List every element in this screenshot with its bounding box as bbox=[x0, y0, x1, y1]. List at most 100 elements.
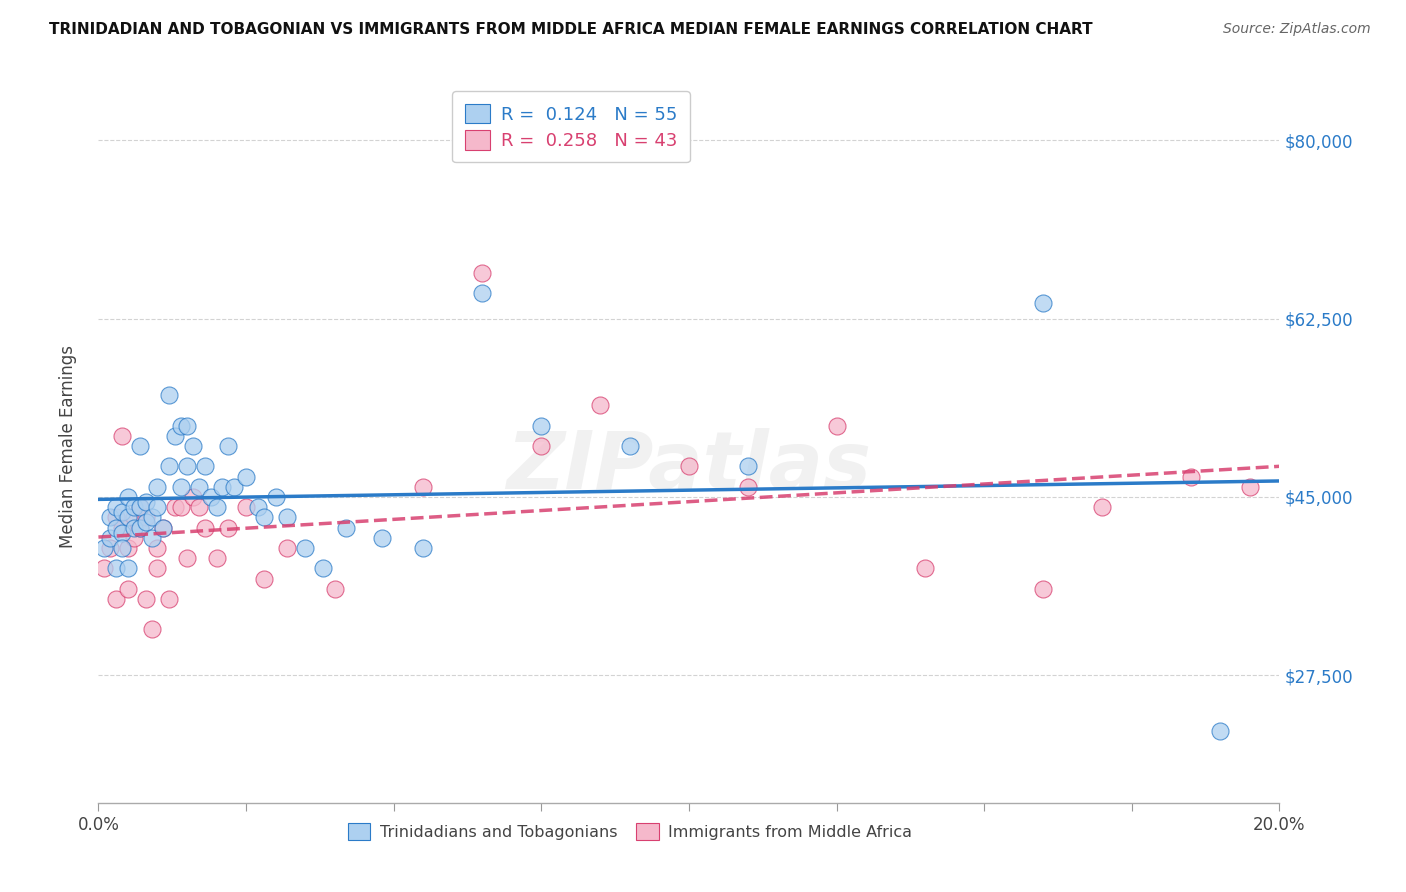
Point bbox=[165, 429, 187, 443]
Point bbox=[98, 541, 121, 555]
Point bbox=[111, 525, 134, 540]
Point bbox=[246, 500, 269, 515]
Point bbox=[276, 541, 298, 555]
Point bbox=[471, 286, 494, 301]
Point bbox=[264, 490, 287, 504]
Point bbox=[194, 459, 217, 474]
Point bbox=[122, 520, 145, 534]
Point bbox=[105, 520, 128, 534]
Point bbox=[371, 531, 394, 545]
Point bbox=[176, 418, 198, 433]
Point bbox=[412, 480, 434, 494]
Text: TRINIDADIAN AND TOBAGONIAN VS IMMIGRANTS FROM MIDDLE AFRICA MEDIAN FEMALE EARNIN: TRINIDADIAN AND TOBAGONIAN VS IMMIGRANTS… bbox=[49, 22, 1092, 37]
Point bbox=[678, 459, 700, 474]
Point bbox=[135, 516, 157, 530]
Point bbox=[181, 490, 204, 504]
Point bbox=[176, 551, 198, 566]
Text: Source: ZipAtlas.com: Source: ZipAtlas.com bbox=[1223, 22, 1371, 37]
Point bbox=[141, 510, 163, 524]
Point bbox=[1180, 469, 1202, 483]
Point bbox=[146, 480, 169, 494]
Point bbox=[589, 398, 612, 412]
Point bbox=[105, 500, 128, 515]
Point bbox=[93, 561, 115, 575]
Point bbox=[157, 459, 180, 474]
Point bbox=[128, 439, 150, 453]
Point bbox=[737, 459, 759, 474]
Point bbox=[157, 388, 180, 402]
Point bbox=[105, 510, 128, 524]
Point bbox=[170, 418, 193, 433]
Point bbox=[117, 541, 139, 555]
Point bbox=[111, 541, 134, 555]
Point bbox=[825, 418, 848, 433]
Point bbox=[135, 591, 157, 606]
Text: ZIPatlas: ZIPatlas bbox=[506, 428, 872, 507]
Point bbox=[98, 510, 121, 524]
Point bbox=[1209, 724, 1232, 739]
Point bbox=[224, 480, 246, 494]
Point bbox=[1032, 582, 1054, 596]
Point bbox=[1091, 500, 1114, 515]
Point bbox=[117, 582, 139, 596]
Point bbox=[200, 490, 222, 504]
Point bbox=[211, 480, 233, 494]
Point bbox=[181, 439, 204, 453]
Point bbox=[294, 541, 316, 555]
Point bbox=[187, 500, 209, 515]
Point bbox=[170, 480, 193, 494]
Point bbox=[194, 520, 217, 534]
Point bbox=[146, 541, 169, 555]
Point bbox=[111, 429, 134, 443]
Point bbox=[122, 510, 145, 524]
Point bbox=[276, 510, 298, 524]
Point bbox=[128, 500, 150, 515]
Point bbox=[157, 591, 180, 606]
Legend: Trinidadians and Tobagonians, Immigrants from Middle Africa: Trinidadians and Tobagonians, Immigrants… bbox=[340, 815, 920, 848]
Point bbox=[141, 531, 163, 545]
Point bbox=[128, 500, 150, 515]
Point bbox=[335, 520, 357, 534]
Point bbox=[312, 561, 335, 575]
Point bbox=[205, 500, 228, 515]
Point bbox=[111, 520, 134, 534]
Point bbox=[253, 510, 276, 524]
Point bbox=[93, 541, 115, 555]
Point bbox=[253, 572, 276, 586]
Point bbox=[105, 561, 128, 575]
Point bbox=[141, 623, 163, 637]
Point bbox=[135, 495, 157, 509]
Point bbox=[135, 510, 157, 524]
Point bbox=[471, 266, 494, 280]
Y-axis label: Median Female Earnings: Median Female Earnings bbox=[59, 344, 77, 548]
Point bbox=[98, 531, 121, 545]
Point bbox=[176, 459, 198, 474]
Point bbox=[217, 439, 239, 453]
Point bbox=[152, 520, 174, 534]
Point bbox=[235, 469, 257, 483]
Point bbox=[737, 480, 759, 494]
Point bbox=[128, 520, 150, 534]
Point bbox=[117, 490, 139, 504]
Point bbox=[1032, 296, 1054, 310]
Point bbox=[187, 480, 209, 494]
Point bbox=[530, 439, 553, 453]
Point bbox=[412, 541, 434, 555]
Point bbox=[914, 561, 936, 575]
Point bbox=[217, 520, 239, 534]
Point bbox=[323, 582, 346, 596]
Point bbox=[122, 531, 145, 545]
Point bbox=[146, 500, 169, 515]
Point bbox=[111, 505, 134, 519]
Point bbox=[122, 500, 145, 515]
Point bbox=[619, 439, 641, 453]
Point bbox=[117, 510, 139, 524]
Point bbox=[152, 520, 174, 534]
Point bbox=[146, 561, 169, 575]
Point bbox=[117, 561, 139, 575]
Point bbox=[128, 520, 150, 534]
Point bbox=[235, 500, 257, 515]
Point bbox=[1239, 480, 1261, 494]
Point bbox=[530, 418, 553, 433]
Point bbox=[205, 551, 228, 566]
